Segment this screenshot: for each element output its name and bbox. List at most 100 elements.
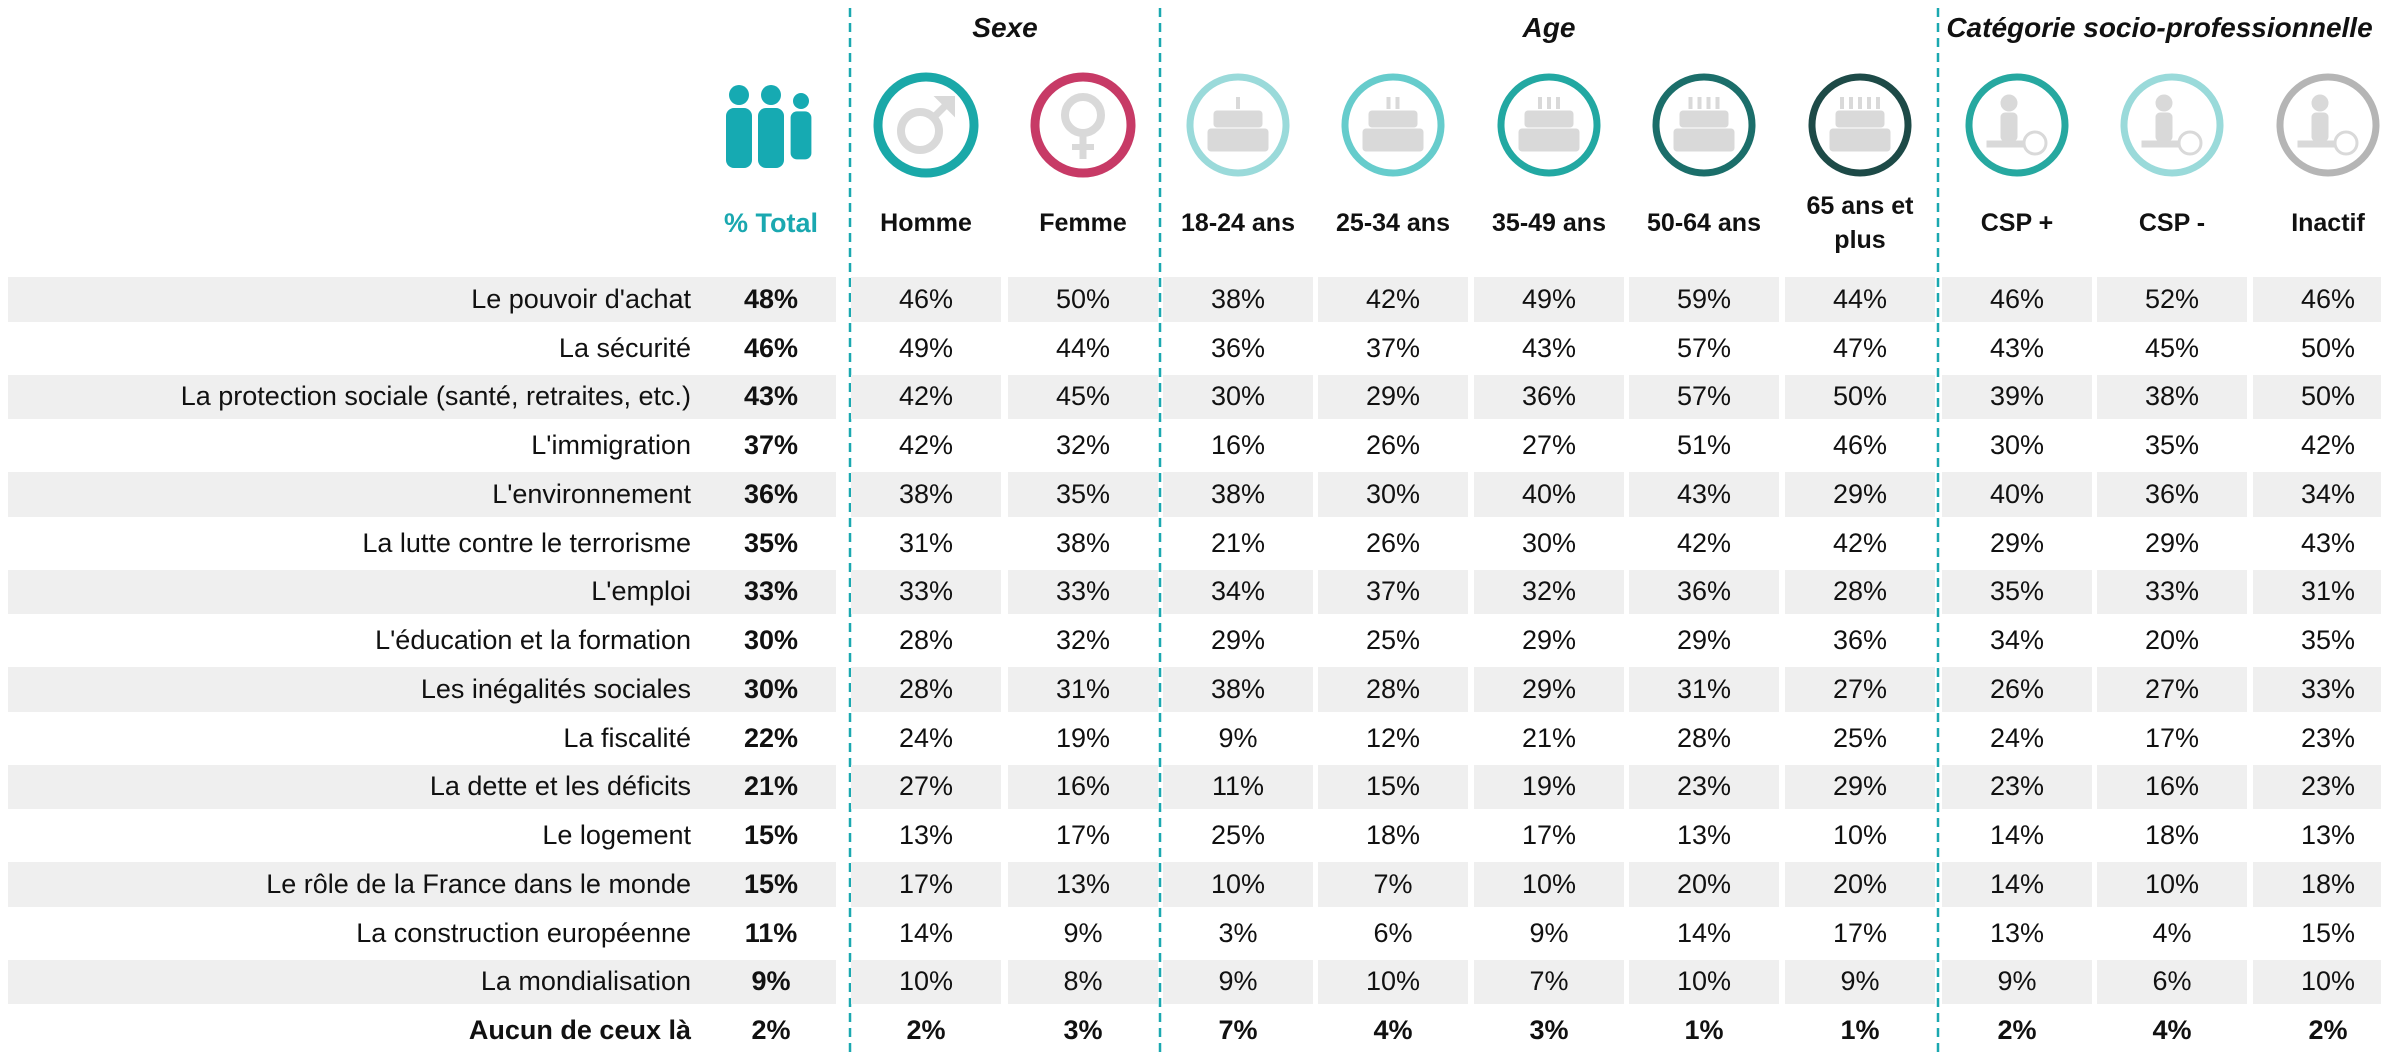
cell: 10% xyxy=(2300,966,2356,997)
cell: 21% xyxy=(743,771,799,802)
cell: 36% xyxy=(1676,576,1732,607)
row-label: La protection sociale (santé, retraites,… xyxy=(180,381,691,412)
cell: 9% xyxy=(1063,917,1103,948)
cell: 20% xyxy=(1676,868,1732,899)
cell-shade xyxy=(706,862,836,907)
cell-shade xyxy=(1008,374,1158,420)
cell-shade xyxy=(2253,472,2381,517)
cell: 27% xyxy=(1521,430,1577,461)
cell: 1% xyxy=(1840,1015,1880,1046)
cell: 50% xyxy=(2300,332,2356,363)
cell-shade xyxy=(851,472,1001,517)
cell: 16% xyxy=(2144,771,2200,802)
cell: 2% xyxy=(751,1015,791,1046)
cake-top xyxy=(1213,110,1263,128)
cell-shade xyxy=(1008,277,1158,322)
cell: 14% xyxy=(898,917,954,948)
cell: 10% xyxy=(898,966,954,997)
cell: 24% xyxy=(898,722,954,753)
row-shade xyxy=(8,764,712,810)
row-shade xyxy=(8,569,712,615)
cake-base xyxy=(1207,128,1269,152)
cell: 18% xyxy=(2300,868,2356,899)
cell: 23% xyxy=(1676,771,1732,802)
cell-shade xyxy=(2253,862,2381,907)
icon-ring xyxy=(1030,72,1136,178)
cell: 42% xyxy=(1676,527,1732,558)
cell-shade xyxy=(1163,959,1313,1005)
cell: 46% xyxy=(743,332,799,363)
cell: 15% xyxy=(743,820,799,851)
cell: 11% xyxy=(744,917,798,948)
cell: 38% xyxy=(898,478,954,509)
cell-shade xyxy=(1008,569,1158,615)
cell: 28% xyxy=(1832,576,1888,607)
cell-shade xyxy=(1318,277,1468,322)
cell: 38% xyxy=(1055,527,1111,558)
cell: 29% xyxy=(2144,527,2200,558)
cell-shade xyxy=(1942,374,2092,420)
cell: 18% xyxy=(1365,820,1421,851)
cell-shade xyxy=(1008,959,1158,1005)
cell-shade xyxy=(2097,667,2247,712)
cell: 19% xyxy=(1055,722,1111,753)
person-head xyxy=(2155,94,2173,112)
cell: 2% xyxy=(1997,1015,2037,1046)
cell: 13% xyxy=(898,820,954,851)
cell-shade xyxy=(1474,667,1624,712)
cell-shade xyxy=(1942,569,2092,615)
cell: 24% xyxy=(1989,722,2045,753)
cell: 42% xyxy=(898,430,954,461)
cell-shade xyxy=(2253,764,2381,810)
candle xyxy=(1858,97,1862,109)
cell: 17% xyxy=(1055,820,1111,851)
cell: 50% xyxy=(2300,381,2356,412)
icon-symbol xyxy=(2297,94,2359,156)
cell-shade xyxy=(1474,277,1624,322)
cell: 27% xyxy=(1832,673,1888,704)
cell: 29% xyxy=(1832,478,1888,509)
cell: 4% xyxy=(2152,1015,2192,1046)
cell: 30% xyxy=(1521,527,1577,558)
cell-shade xyxy=(706,959,836,1005)
cell: 25% xyxy=(1832,722,1888,753)
cell: 29% xyxy=(1365,381,1421,412)
row-label: La construction européenne xyxy=(356,917,691,948)
cell: 33% xyxy=(743,576,799,607)
person-body xyxy=(2000,112,2018,142)
cell-shade xyxy=(1629,764,1779,810)
cell: 13% xyxy=(1676,820,1732,851)
cell: 22% xyxy=(743,722,799,753)
cell: 43% xyxy=(2300,527,2356,558)
cell-shade xyxy=(1942,667,2092,712)
cake-base xyxy=(1362,128,1424,152)
cell: 32% xyxy=(1055,430,1111,461)
cell-shade xyxy=(706,277,836,322)
cell-shade xyxy=(2097,472,2247,517)
cell-shade xyxy=(1785,472,1935,517)
cell-shade xyxy=(2253,277,2381,322)
cell: 7% xyxy=(1529,966,1569,997)
cell-shade xyxy=(1163,277,1313,322)
cell: 49% xyxy=(898,332,954,363)
icon-symbol xyxy=(1829,97,1891,152)
cell: 9% xyxy=(1218,966,1258,997)
cell: 48% xyxy=(743,283,799,314)
cell-shade xyxy=(1942,862,2092,907)
cell: 19% xyxy=(1521,771,1577,802)
icon-symbol xyxy=(1986,94,2048,156)
cell: 12% xyxy=(1365,722,1421,753)
cell-shade xyxy=(851,569,1001,615)
cell-shade xyxy=(1474,764,1624,810)
cell-shade xyxy=(1785,667,1935,712)
cell: 44% xyxy=(1832,283,1888,314)
cell: 7% xyxy=(1218,1015,1258,1046)
cell: 11% xyxy=(1211,771,1265,802)
cell-shade xyxy=(1163,764,1313,810)
cell-shade xyxy=(1474,862,1624,907)
male-arrow-head xyxy=(933,96,955,118)
column-header: Inactif xyxy=(2291,209,2365,237)
figure-head xyxy=(761,85,781,105)
cell: 10% xyxy=(1521,868,1577,899)
cell: 15% xyxy=(743,868,799,899)
